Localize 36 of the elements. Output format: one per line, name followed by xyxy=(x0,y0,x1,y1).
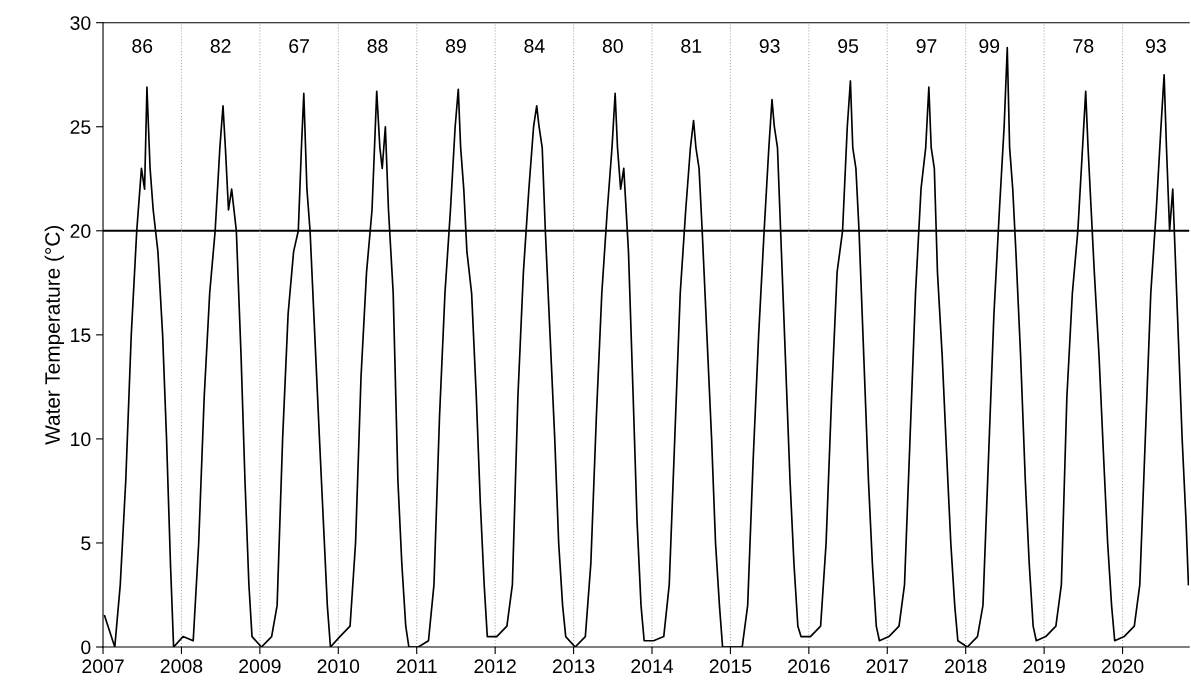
y-tick-label: 10 xyxy=(71,432,91,447)
y-tick-label: 0 xyxy=(81,640,91,655)
y-tick-label: 20 xyxy=(70,224,91,239)
x-tick-label: 2017 xyxy=(866,659,908,674)
y-tick-label: 30 xyxy=(70,16,91,30)
x-tick-label: 2008 xyxy=(160,659,203,674)
annotation: 93 xyxy=(759,39,780,53)
annotation: 93 xyxy=(1145,39,1166,53)
x-tick-label: 2019 xyxy=(1023,659,1065,674)
x-tick-label: 2015 xyxy=(709,659,752,674)
x-tick-label: 2016 xyxy=(788,659,830,674)
x-tick-label: 2020 xyxy=(1101,659,1144,674)
x-tick-label: 2018 xyxy=(945,659,987,674)
y-tick-label: 15 xyxy=(71,328,91,343)
annotation: 80 xyxy=(602,39,623,53)
annotation: 99 xyxy=(979,39,1000,53)
y-tick-label: 5 xyxy=(81,536,91,551)
x-tick-label: 2013 xyxy=(552,659,595,674)
x-tick-label: 2012 xyxy=(474,659,516,674)
x-tick-label: 2014 xyxy=(631,659,674,674)
annotation: 86 xyxy=(132,39,153,53)
annotation: 95 xyxy=(838,39,859,53)
annotation: 67 xyxy=(289,39,309,53)
annotation: 82 xyxy=(210,39,231,53)
annotation: 88 xyxy=(367,39,388,53)
annotation: 97 xyxy=(916,39,937,53)
annotation: 81 xyxy=(681,39,702,53)
y-axis-title: Water Temperature (°C) xyxy=(44,226,65,445)
annotation: 89 xyxy=(445,39,466,53)
annotation: 78 xyxy=(1073,39,1094,53)
y-tick-label: 25 xyxy=(70,120,91,134)
x-tick-label: 2007 xyxy=(82,659,124,674)
annotation: 84 xyxy=(524,39,545,53)
x-tick-label: 2009 xyxy=(239,659,281,674)
x-tick-label: 2010 xyxy=(317,659,360,674)
x-tick-label: 2011 xyxy=(396,659,437,674)
